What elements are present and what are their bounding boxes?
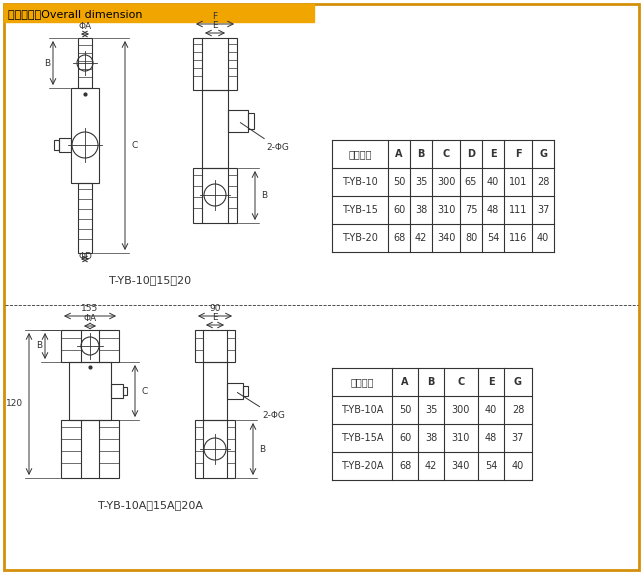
Text: 28: 28 [512, 405, 524, 415]
Text: T-YB-20: T-YB-20 [342, 233, 378, 243]
Text: G: G [539, 149, 547, 159]
Bar [111, 384, 123, 398]
Text: E: E [487, 377, 494, 387]
Text: 80: 80 [465, 233, 477, 243]
Text: F: F [514, 149, 521, 159]
Text: B: B [417, 149, 424, 159]
Text: 54: 54 [485, 461, 497, 471]
Text: T-YB-15: T-YB-15 [342, 205, 378, 215]
Text: F: F [212, 12, 217, 21]
Bar [69, 362, 111, 420]
Bar [61, 330, 119, 362]
Bar [4, 4, 314, 22]
Bar [54, 140, 59, 150]
Text: T-YB-20A: T-YB-20A [341, 461, 383, 471]
Text: 310: 310 [452, 433, 470, 443]
Text: T-YB-15A: T-YB-15A [341, 433, 383, 443]
Bar [193, 168, 237, 223]
Text: 外形尺寸：Overall dimension: 外形尺寸：Overall dimension [8, 9, 143, 19]
Bar [195, 420, 235, 478]
Text: 68: 68 [393, 233, 405, 243]
Text: T-YB-10、15、20: T-YB-10、15、20 [109, 275, 191, 285]
Bar [228, 110, 248, 132]
Text: D: D [467, 149, 475, 159]
Text: 产品型号: 产品型号 [349, 149, 372, 159]
Bar [195, 330, 235, 362]
Text: 37: 37 [512, 433, 524, 443]
Text: 155: 155 [82, 304, 98, 313]
Text: 42: 42 [415, 233, 427, 243]
Text: A: A [395, 149, 403, 159]
Text: 28: 28 [537, 177, 549, 187]
Bar [78, 38, 92, 88]
Text: B: B [261, 191, 267, 200]
Text: 产品型号: 产品型号 [350, 377, 374, 387]
Text: G: G [514, 377, 522, 387]
Text: C: C [457, 377, 465, 387]
Text: 116: 116 [509, 233, 527, 243]
Text: 340: 340 [452, 461, 470, 471]
Text: 300: 300 [452, 405, 470, 415]
Bar [202, 90, 228, 168]
Text: E: E [490, 149, 496, 159]
Text: 37: 37 [537, 205, 549, 215]
Text: 50: 50 [399, 405, 411, 415]
Text: 2-ΦG: 2-ΦG [237, 393, 285, 420]
Text: 38: 38 [425, 433, 437, 443]
Text: 60: 60 [393, 205, 405, 215]
Text: E: E [212, 313, 218, 322]
Text: 310: 310 [437, 205, 455, 215]
Text: B: B [44, 59, 50, 68]
Text: T-YB-10A: T-YB-10A [341, 405, 383, 415]
Text: 40: 40 [512, 461, 524, 471]
Bar [59, 138, 71, 152]
Text: 75: 75 [465, 205, 477, 215]
Text: 48: 48 [485, 433, 497, 443]
Text: 42: 42 [425, 461, 437, 471]
Text: C: C [442, 149, 449, 159]
Text: ΦD: ΦD [78, 252, 92, 261]
Bar [193, 38, 237, 90]
Text: 120: 120 [6, 400, 23, 409]
Text: 40: 40 [537, 233, 549, 243]
Bar [243, 386, 248, 396]
FancyBboxPatch shape [4, 4, 639, 570]
Text: C: C [131, 141, 137, 150]
Bar [227, 383, 243, 399]
Text: 40: 40 [485, 405, 497, 415]
Bar [203, 362, 227, 420]
Text: 60: 60 [399, 433, 411, 443]
Text: 35: 35 [425, 405, 437, 415]
Text: B: B [428, 377, 435, 387]
Text: ΦA: ΦA [78, 22, 91, 31]
Text: B: B [259, 444, 265, 453]
Bar [78, 183, 92, 253]
Bar [248, 113, 254, 129]
Text: T-YB-10A、15A、20A: T-YB-10A、15A、20A [98, 500, 203, 510]
Text: 2-ΦG: 2-ΦG [240, 123, 289, 152]
Text: 111: 111 [509, 205, 527, 215]
Text: C: C [141, 386, 147, 395]
Bar [61, 420, 119, 478]
Text: 340: 340 [437, 233, 455, 243]
Text: 68: 68 [399, 461, 411, 471]
Text: 50: 50 [393, 177, 405, 187]
Text: 35: 35 [415, 177, 427, 187]
Bar [123, 387, 127, 395]
Text: 40: 40 [487, 177, 499, 187]
Text: 90: 90 [209, 304, 221, 313]
Text: 48: 48 [487, 205, 499, 215]
Text: 101: 101 [509, 177, 527, 187]
Text: 38: 38 [415, 205, 427, 215]
Text: 65: 65 [465, 177, 477, 187]
Text: 300: 300 [437, 177, 455, 187]
Text: 54: 54 [487, 233, 499, 243]
Text: T-YB-10: T-YB-10 [342, 177, 378, 187]
Text: ΦA: ΦA [84, 314, 96, 323]
Text: E: E [212, 21, 218, 30]
Text: A: A [401, 377, 409, 387]
Bar [71, 88, 99, 183]
Text: B: B [36, 342, 42, 351]
